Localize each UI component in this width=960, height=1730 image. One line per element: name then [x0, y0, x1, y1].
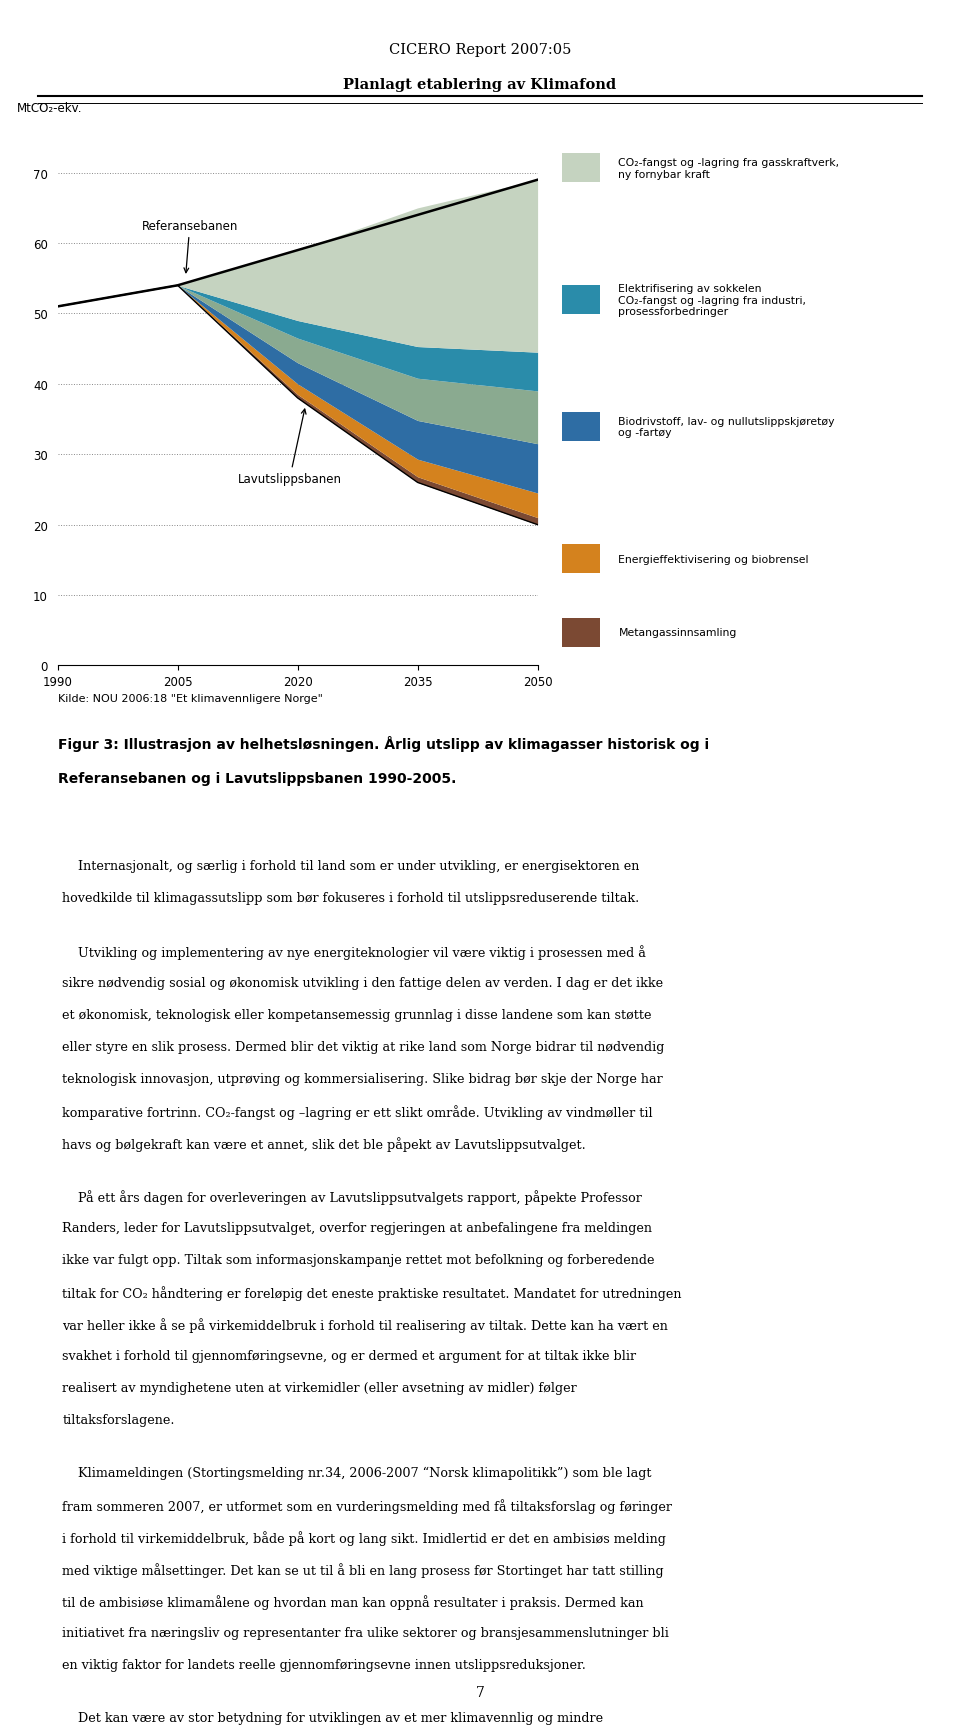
Text: Det kan være av stor betydning for utviklingen av et mer klimavennlig og mindre: Det kan være av stor betydning for utvik… — [62, 1711, 604, 1725]
Text: Internasjonalt, og særlig i forhold til land som er under utvikling, er energise: Internasjonalt, og særlig i forhold til … — [62, 860, 639, 874]
Text: fram sommeren 2007, er utformet som en vurderingsmelding med få tiltaksforslag o: fram sommeren 2007, er utformet som en v… — [62, 1498, 672, 1514]
Text: med viktige målsettinger. Det kan se ut til å bli en lang prosess før Stortinget: med viktige målsettinger. Det kan se ut … — [62, 1562, 664, 1578]
Text: realisert av myndighetene uten at virkemidler (eller avsetning av midler) følger: realisert av myndighetene uten at virkem… — [62, 1382, 577, 1394]
Text: CO₂-fangst og -lagring fra gasskraftverk,
ny fornybar kraft: CO₂-fangst og -lagring fra gasskraftverk… — [618, 157, 840, 180]
Text: havs og bølgekraft kan være et annet, slik det ble påpekt av Lavutslippsutvalget: havs og bølgekraft kan være et annet, sl… — [62, 1137, 587, 1152]
Bar — [562, 413, 599, 441]
Text: et økonomisk, teknologisk eller kompetansemessig grunnlag i disse landene som ka: et økonomisk, teknologisk eller kompetan… — [62, 1009, 652, 1022]
Bar — [562, 154, 599, 183]
Text: Randers, leder for Lavutslippsutvalget, overfor regjeringen at anbefalingene fra: Randers, leder for Lavutslippsutvalget, … — [62, 1221, 653, 1235]
Text: Lavutslippsbanen: Lavutslippsbanen — [238, 410, 342, 486]
Bar — [562, 545, 599, 574]
Text: Figur 3: Illustrasjon av helhetsløsningen. Årlig utslipp av klimagasser historis: Figur 3: Illustrasjon av helhetsløsninge… — [58, 735, 708, 751]
Text: tiltaksforslagene.: tiltaksforslagene. — [62, 1413, 175, 1427]
Text: Referansebanen: Referansebanen — [142, 220, 238, 273]
Text: Elektrifisering av sokkelen
CO₂-fangst og -lagring fra industri,
prosessforbedri: Elektrifisering av sokkelen CO₂-fangst o… — [618, 284, 806, 317]
Text: Kilde: NOU 2006:18 "Et klimavennligere Norge": Kilde: NOU 2006:18 "Et klimavennligere N… — [58, 694, 323, 704]
Text: hovedkilde til klimagassutslipp som bør fokuseres i forhold til utslippsredusere: hovedkilde til klimagassutslipp som bør … — [62, 893, 639, 905]
Text: en viktig faktor for landets reelle gjennomføringsevne innen utslippsreduksjoner: en viktig faktor for landets reelle gjen… — [62, 1659, 587, 1671]
Text: Klimameldingen (Stortingsmelding nr.34, 2006-2007 “Norsk klimapolitikk”) som ble: Klimameldingen (Stortingsmelding nr.34, … — [62, 1467, 652, 1479]
Bar — [562, 619, 599, 647]
Text: CICERO Report 2007:05: CICERO Report 2007:05 — [389, 43, 571, 57]
Text: initiativet fra næringsliv og representanter fra ulike sektorer og bransjesammen: initiativet fra næringsliv og representa… — [62, 1626, 669, 1640]
Text: MtCO₂-ekv.: MtCO₂-ekv. — [16, 102, 83, 114]
Bar — [562, 285, 599, 315]
Text: Referansebanen og i Lavutslippsbanen 1990-2005.: Referansebanen og i Lavutslippsbanen 199… — [58, 772, 456, 785]
Text: På ett års dagen for overleveringen av Lavutslippsutvalgets rapport, påpekte Pro: På ett års dagen for overleveringen av L… — [62, 1190, 642, 1204]
Text: eller styre en slik prosess. Dermed blir det viktig at rike land som Norge bidra: eller styre en slik prosess. Dermed blir… — [62, 1041, 664, 1054]
Text: 7: 7 — [475, 1685, 485, 1699]
Text: Biodrivstoff, lav- og nullutslippskjøretøy
og -fartøy: Biodrivstoff, lav- og nullutslippskjøret… — [618, 417, 835, 438]
Text: ikke var fulgt opp. Tiltak som informasjonskampanje rettet mot befolkning og for: ikke var fulgt opp. Tiltak som informasj… — [62, 1254, 655, 1266]
Text: til de ambisiøse klimamålene og hvordan man kan oppnå resultater i praksis. Derm: til de ambisiøse klimamålene og hvordan … — [62, 1595, 644, 1609]
Text: komparative fortrinn. CO₂-fangst og –lagring er ett slikt område. Utvikling av v: komparative fortrinn. CO₂-fangst og –lag… — [62, 1105, 653, 1119]
Text: tiltak for CO₂ håndtering er foreløpig det eneste praktiske resultatet. Mandatet: tiltak for CO₂ håndtering er foreløpig d… — [62, 1285, 682, 1301]
Text: Energieffektivisering og biobrensel: Energieffektivisering og biobrensel — [618, 554, 809, 564]
Text: sikre nødvendig sosial og økonomisk utvikling i den fattige delen av verden. I d: sikre nødvendig sosial og økonomisk utvi… — [62, 977, 663, 990]
Text: Planlagt etablering av Klimafond: Planlagt etablering av Klimafond — [344, 78, 616, 92]
Text: teknologisk innovasjon, utprøving og kommersialisering. Slike bidrag bør skje de: teknologisk innovasjon, utprøving og kom… — [62, 1073, 663, 1086]
Text: svakhet i forhold til gjennomføringsevne, og er dermed et argument for at tiltak: svakhet i forhold til gjennomføringsevne… — [62, 1349, 636, 1363]
Text: Metangassinnsamling: Metangassinnsamling — [618, 628, 737, 638]
Text: var heller ikke å se på virkemiddelbruk i forhold til realisering av tiltak. Det: var heller ikke å se på virkemiddelbruk … — [62, 1318, 668, 1332]
Text: Utvikling og implementering av nye energiteknologier vil være viktig i prosessen: Utvikling og implementering av nye energ… — [62, 945, 646, 960]
Text: i forhold til virkemiddelbruk, både på kort og lang sikt. Imidlertid er det en a: i forhold til virkemiddelbruk, både på k… — [62, 1531, 666, 1545]
